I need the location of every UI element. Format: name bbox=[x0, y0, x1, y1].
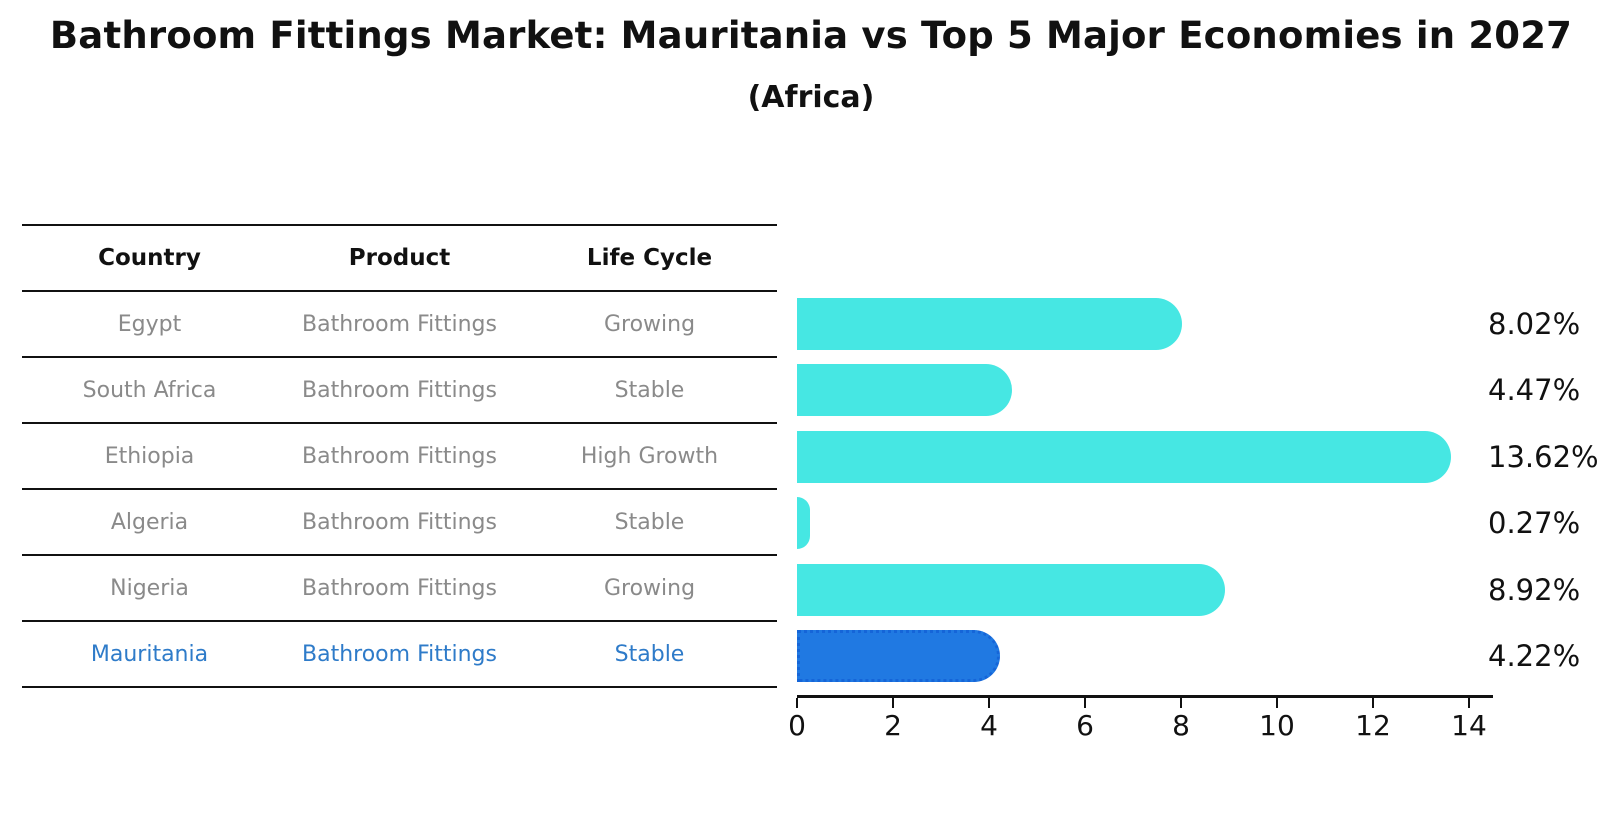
product-cell: Bathroom Fittings bbox=[302, 377, 497, 403]
bar-ethiopia bbox=[797, 430, 1451, 483]
x-tick-mark bbox=[1180, 698, 1182, 708]
x-tick-mark bbox=[988, 698, 990, 708]
life-cycle-cell: Growing bbox=[603, 311, 696, 337]
country-cell: Egypt bbox=[117, 311, 182, 337]
page-subtitle: (Africa) bbox=[747, 80, 875, 115]
country-cell: Algeria bbox=[110, 509, 189, 535]
country-cell: South Africa bbox=[82, 377, 217, 403]
life-cycle-cell: High Growth bbox=[580, 443, 719, 469]
product-cell: Bathroom Fittings bbox=[302, 509, 497, 535]
x-tick-label: 2 bbox=[884, 709, 902, 742]
x-tick-mark bbox=[1084, 698, 1086, 708]
country-cell: Nigeria bbox=[110, 575, 189, 601]
product-cell: Bathroom Fittings bbox=[302, 641, 497, 667]
column-header-country: Country bbox=[98, 245, 201, 271]
country-cell: Mauritania bbox=[90, 641, 209, 667]
column-header-life-cycle: Life Cycle bbox=[586, 245, 713, 271]
x-tick-mark bbox=[796, 698, 798, 708]
x-axis-line bbox=[797, 695, 1493, 698]
x-tick-mark bbox=[1276, 698, 1278, 708]
product-cell: Bathroom Fittings bbox=[302, 575, 497, 601]
value-label-egypt: 8.02% bbox=[1488, 306, 1581, 341]
bar-nigeria bbox=[797, 563, 1226, 616]
bar-south-africa bbox=[797, 364, 1012, 417]
x-tick-mark bbox=[892, 698, 894, 708]
table-row-ethiopia: Ethiopia Bathroom Fittings High Growth bbox=[22, 424, 777, 490]
x-tick-label: 4 bbox=[980, 709, 998, 742]
x-tick-label: 14 bbox=[1451, 709, 1487, 742]
life-cycle-cell: Stable bbox=[614, 509, 685, 535]
value-label-nigeria: 8.92% bbox=[1488, 572, 1581, 607]
country-cell: Ethiopia bbox=[104, 443, 195, 469]
x-tick-label: 8 bbox=[1172, 709, 1190, 742]
life-cycle-cell: Stable bbox=[614, 377, 685, 403]
table-row-egypt: Egypt Bathroom Fittings Growing bbox=[22, 292, 777, 358]
table-row-algeria: Algeria Bathroom Fittings Stable bbox=[22, 490, 777, 556]
table-row-south-africa: South Africa Bathroom Fittings Stable bbox=[22, 358, 777, 424]
life-cycle-cell: Stable bbox=[614, 641, 685, 667]
product-cell: Bathroom Fittings bbox=[302, 311, 497, 337]
table-row-nigeria: Nigeria Bathroom Fittings Growing bbox=[22, 556, 777, 622]
x-tick-mark bbox=[1372, 698, 1374, 708]
value-label-mauritania: 4.22% bbox=[1488, 639, 1581, 674]
product-cell: Bathroom Fittings bbox=[302, 443, 497, 469]
value-label-algeria: 0.27% bbox=[1488, 506, 1581, 541]
column-header-product: Product bbox=[348, 245, 451, 271]
bar-algeria bbox=[797, 497, 810, 550]
comparison-table: Country Product Life Cycle Egypt Bathroom F… bbox=[22, 224, 777, 688]
x-tick-label: 12 bbox=[1355, 709, 1391, 742]
table-body: Egypt Bathroom Fittings Growing South Afric… bbox=[22, 292, 777, 688]
table-header-row: Country Product Life Cycle bbox=[22, 226, 777, 292]
x-tick-label: 10 bbox=[1259, 709, 1295, 742]
x-tick-label: 6 bbox=[1076, 709, 1094, 742]
x-tick-mark bbox=[1468, 698, 1470, 708]
bar-egypt bbox=[797, 297, 1182, 350]
value-label-ethiopia: 13.62% bbox=[1488, 439, 1599, 474]
life-cycle-cell: Growing bbox=[603, 575, 696, 601]
bar-mauritania bbox=[797, 630, 1000, 683]
value-label-south-africa: 4.47% bbox=[1488, 373, 1581, 408]
table-row-mauritania: Mauritania Bathroom Fittings Stable bbox=[22, 622, 777, 688]
page-title: Bathroom Fittings Market: Mauritania vs … bbox=[49, 14, 1573, 57]
x-tick-label: 0 bbox=[788, 709, 806, 742]
